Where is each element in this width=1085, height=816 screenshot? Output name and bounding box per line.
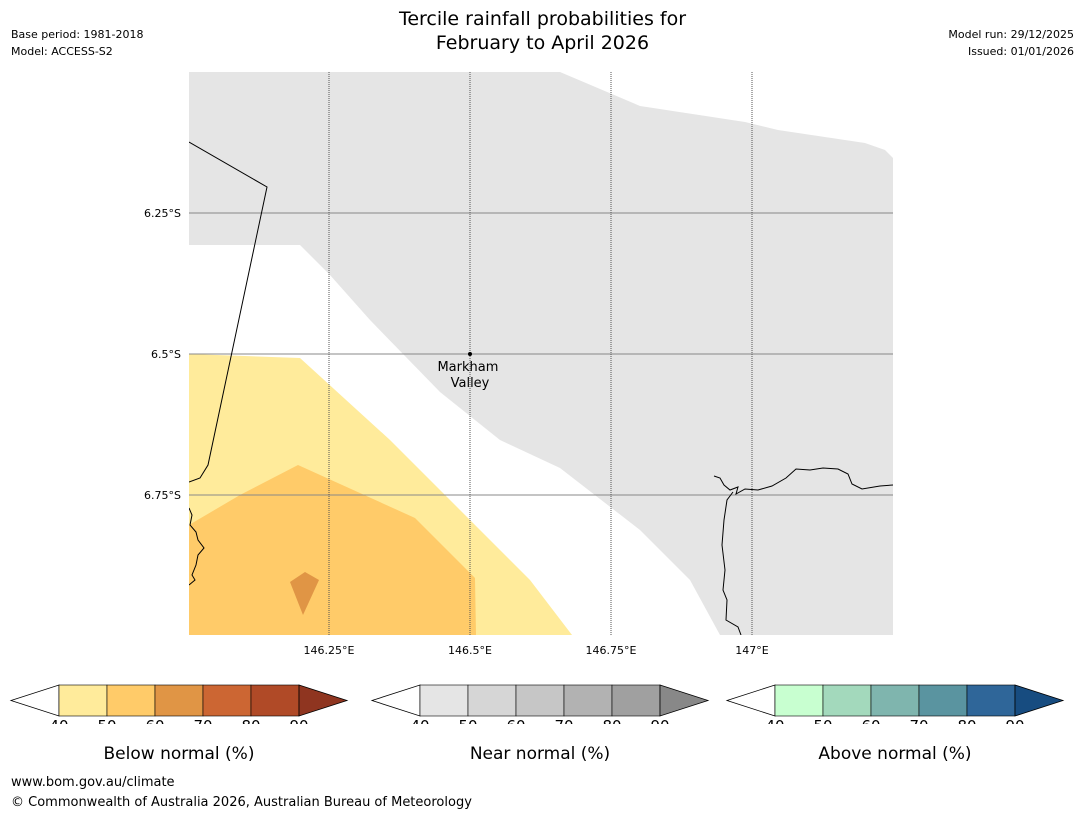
lat-labels: 6.25°S 6.5°S 6.75°S [144,207,181,502]
colorbar-segment [563,684,613,717]
colorbar-tick-label: 60 [506,717,525,724]
colorbar-extend-low [725,684,776,717]
colorbar-tick-label: 90 [650,717,669,724]
lon-label: 146.5°E [448,644,492,657]
colorbar-segment [918,684,968,717]
lon-labels: 146.25°E 146.5°E 146.75°E 147°E [304,644,769,657]
colorbar-extend-low [370,684,421,717]
header-meta-left: Base period: 1981-2018 Model: ACCESS-S2 [11,26,143,60]
title-line-1: Tercile rainfall probabilities for [398,8,687,30]
colorbar-extend-high [659,684,710,717]
colorbar-tick-label: 40 [49,717,68,724]
colorbar-tick-label: 60 [145,717,164,724]
colorbar-segment [966,684,1016,717]
map-title: Tercile rainfall probabilities for Febru… [0,7,1085,55]
colorbar-tick-label: 80 [241,717,260,724]
colorbar-segment [515,684,565,717]
colorbar-tick-label: 70 [554,717,573,724]
colorbar-segment [467,684,517,717]
lon-label: 146.25°E [304,644,355,657]
lon-label: 147°E [735,644,768,657]
issued-text: Issued: 01/01/2026 [967,45,1074,58]
coastline-east [713,467,893,496]
below-normal-50-60-region [189,465,476,635]
lat-label: 6.25°S [144,207,181,220]
gridlines [189,72,893,635]
title-line-2: February to April 2026 [435,32,650,54]
colorbar-extend-low [9,684,60,717]
forecast-map: Markham Valley 6.25°S 6.5°S 6.75°S 146.2… [144,72,893,657]
lat-label: 6.75°S [144,489,181,502]
province-boundary-line [189,141,268,483]
colorbar-near-normal: 40 50 60 70 80 90 [370,684,710,724]
below-normal-60-70-region [290,572,319,615]
colorbar-segment [611,684,661,717]
colorbar-tick-label: 50 [458,717,477,724]
model-run-text: Model run: 29/12/2025 [948,28,1074,41]
place-name-label: Markham Valley [437,360,502,391]
colorbar-segment [106,684,156,717]
colorbar-tick-label: 70 [909,717,928,724]
header-meta-right: Model run: 29/12/2025 Issued: 01/01/2026 [948,26,1074,60]
colorbar-segment [870,684,920,717]
map-plot-area [189,72,893,635]
coastline-west [189,507,205,586]
footer-copyright: © Commonwealth of Australia 2026, Austra… [11,795,472,810]
lat-label: 6.5°S [151,348,181,361]
colorbar-segment [419,684,469,717]
colorbar-near-normal-label: Near normal (%) [469,744,611,764]
colorbar-below-normal: 40 50 60 70 80 90 [9,684,349,724]
colorbar-segment [250,684,300,717]
colorbar-above-normal-label: Above normal (%) [818,744,972,764]
colorbar-extend-high [1014,684,1065,717]
colorbar-tick-label: 80 [602,717,621,724]
colorbar-below-normal-label: Below normal (%) [103,744,255,764]
place-name-line-2: Valley [451,376,490,391]
colorbar-tick-label: 90 [289,717,308,724]
colorbar-tick-label: 80 [957,717,976,724]
colorbar-segment [822,684,872,717]
colorbar-tick-label: 60 [861,717,880,724]
place-name-line-1: Markham [437,360,498,375]
colorbar-above-normal: 40 50 60 70 80 90 [725,684,1065,724]
colorbar-tick-label: 40 [765,717,784,724]
colorbar-segment [58,684,108,717]
colorbar-tick-label: 70 [193,717,212,724]
colorbar-segment [154,684,204,717]
model-text: Model: ACCESS-S2 [11,45,113,58]
footer-url: www.bom.gov.au/climate [11,775,175,790]
colorbar-extend-high [298,684,349,717]
base-period-text: Base period: 1981-2018 [11,28,144,41]
colorbar-tick-label: 40 [410,717,429,724]
river-line [721,491,742,635]
colorbar-tick-label: 90 [1005,717,1024,724]
colorbar-segment [202,684,252,717]
colorbar-tick-label: 50 [97,717,116,724]
markham-valley-location-marker [468,352,472,356]
lon-label: 146.75°E [586,644,637,657]
colorbar-tick-label: 50 [813,717,832,724]
colorbar-segment [774,684,824,717]
